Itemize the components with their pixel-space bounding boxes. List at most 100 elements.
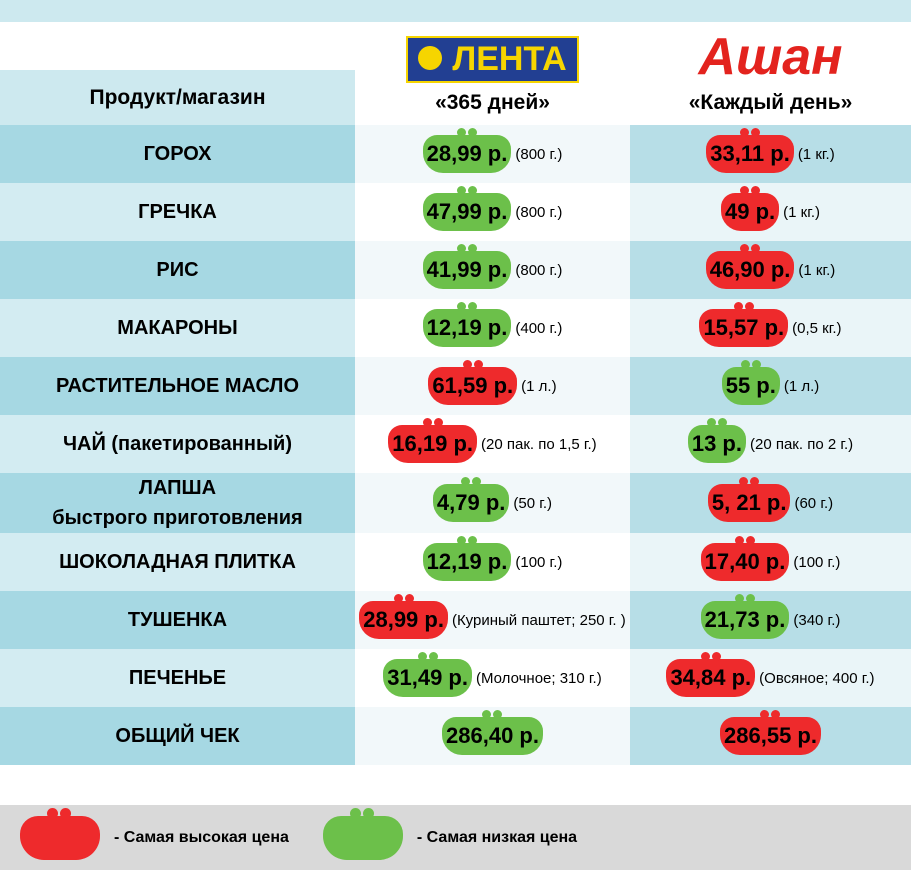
price-cell: 41,99 р. (800 г.) xyxy=(355,241,630,299)
store-program: «Каждый день» xyxy=(688,91,853,114)
price-cell: 31,49 р. (Молочное; 310 г.) xyxy=(355,649,630,707)
price: 41,99 р. xyxy=(422,244,512,289)
price-cell: 47,99 р. (800 г.) xyxy=(355,183,630,241)
price: 12,19 р. xyxy=(422,536,512,581)
price-cell: 15,57 р. (0,5 кг.) xyxy=(630,299,911,357)
table-row: РАСТИТЕЛЬНОЕ МАСЛО 61,59 р. (1 л.) 55 р. (1 … xyxy=(0,357,911,415)
price-cell: 21,73 р. (340 г.) xyxy=(630,591,911,649)
price-cell: 286,40 р. xyxy=(355,707,630,765)
package-note: (1 кг.) xyxy=(798,261,836,279)
product-name: РАСТИТЕЛЬНОЕ МАСЛО xyxy=(0,357,355,415)
store-header: ЛЕНТА «365 дней» xyxy=(355,22,630,125)
product-name: ТУШЕНКА xyxy=(0,591,355,649)
price: 5, 21 р. xyxy=(707,477,791,522)
legend-icon xyxy=(20,807,100,860)
package-note: (800 г.) xyxy=(515,145,563,163)
price-cell: 5, 21 р. (60 г.) xyxy=(630,473,911,533)
price: 46,90 р. xyxy=(705,244,795,289)
legend: - Самая высокая цена - Самая низкая цена xyxy=(0,805,911,870)
price-cell: 4,79 р. (50 г.) xyxy=(355,473,630,533)
price: 4,79 р. xyxy=(432,477,510,522)
table-row: ГОРОХ 28,99 р. (800 г.) 33,11 р. (1 кг.) xyxy=(0,125,911,183)
price-cell: 55 р. (1 л.) xyxy=(630,357,911,415)
legend-text: - Самая низкая цена xyxy=(416,828,578,846)
corner-header: Продукт/магазин xyxy=(0,70,355,125)
package-note: (1 л.) xyxy=(783,377,820,395)
price: 286,40 р. xyxy=(442,710,543,755)
price: 33,11 р. xyxy=(706,128,794,173)
price: 61,59 р. xyxy=(428,360,518,405)
table-row: ОБЩИЙ ЧЕК 286,40 р. 286,55 р. xyxy=(0,707,911,765)
package-note: (Куриный паштет; 250 г. ) xyxy=(451,611,626,629)
package-note: (400 г.) xyxy=(515,319,563,337)
price: 17,40 р. xyxy=(700,536,790,581)
product-name: ОБЩИЙ ЧЕК xyxy=(0,707,355,765)
price: 21,73 р. xyxy=(700,594,790,639)
legend-icon xyxy=(322,807,403,860)
package-note: (Молочное; 310 г.) xyxy=(475,669,602,687)
table: ГОРОХ 28,99 р. (800 г.) 33,11 р. (1 кг.) ГРЕЧ… xyxy=(0,125,911,765)
product-name: МАКАРОНЫ xyxy=(0,299,355,357)
price-cell: 46,90 р. (1 кг.) xyxy=(630,241,911,299)
price-cell: 34,84 р. (Овсяное; 400 г.) xyxy=(630,649,911,707)
store-logo: Ашан xyxy=(698,28,843,86)
price-cell: 286,55 р. xyxy=(630,707,911,765)
price: 34,84 р. xyxy=(666,652,756,697)
package-note: (20 пак. по 1,5 г.) xyxy=(481,435,597,453)
top-band xyxy=(0,0,911,22)
package-note: (60 г.) xyxy=(794,494,834,512)
product-name: РИС xyxy=(0,241,355,299)
product-name: ЧАЙ (пакетированный) xyxy=(0,415,355,473)
price: 31,49 р. xyxy=(383,652,472,697)
product-name: ШОКОЛАДНАЯ ПЛИТКА xyxy=(0,533,355,591)
store-program: «365 дней» xyxy=(435,91,550,114)
price-cell: 33,11 р. (1 кг.) xyxy=(630,125,911,183)
package-note: (800 г.) xyxy=(515,203,563,221)
price: 28,99 р. xyxy=(422,128,512,173)
table-row: ШОКОЛАДНАЯ ПЛИТКА 12,19 р. (100 г.) 17,40 р… xyxy=(0,533,911,591)
price: 49 р. xyxy=(720,186,780,231)
package-note: (100 г.) xyxy=(515,553,563,571)
price: 13 р. xyxy=(687,418,746,463)
package-note: (800 г.) xyxy=(515,261,563,279)
package-note: (Овсяное; 400 г.) xyxy=(759,669,875,687)
price: 12,19 р. xyxy=(422,302,512,347)
table-row: ЛАПША быстрого приготовления 4,79 р. (50 г… xyxy=(0,473,911,533)
package-note: (100 г.) xyxy=(793,553,841,571)
price: 286,55 р. xyxy=(720,710,821,755)
legend-text: - Самая высокая цена xyxy=(114,828,289,846)
price-cell: 12,19 р. (100 г.) xyxy=(355,533,630,591)
store-logo: ЛЕНТА xyxy=(406,36,579,83)
price: 15,57 р. xyxy=(699,302,789,347)
product-name: ЛАПША быстрого приготовления xyxy=(0,473,355,533)
table-row: МАКАРОНЫ 12,19 р. (400 г.) 15,57 р. (0,5 кг.… xyxy=(0,299,911,357)
price-cell: 49 р. (1 кг.) xyxy=(630,183,911,241)
product-name: ГРЕЧКА xyxy=(0,183,355,241)
package-note: (1 л.) xyxy=(521,377,557,395)
price: 16,19 р. xyxy=(388,418,478,463)
store-header: Ашан «Каждый день» xyxy=(630,22,911,125)
table-row: ТУШЕНКА 28,99 р. (Куриный паштет; 250 г. )… xyxy=(0,591,911,649)
price-cell: 28,99 р. (800 г.) xyxy=(355,125,630,183)
table-row: ЧАЙ (пакетированный) 16,19 р. (20 пак. по … xyxy=(0,415,911,473)
price: 55 р. xyxy=(721,360,780,405)
price: 47,99 р. xyxy=(422,186,512,231)
package-note: (0,5 кг.) xyxy=(792,319,842,337)
table-row: ПЕЧЕНЬЕ 31,49 р. (Молочное; 310 г.) 34,84 р… xyxy=(0,649,911,707)
price-cell: 17,40 р. (100 г.) xyxy=(630,533,911,591)
product-name: ПЕЧЕНЬЕ xyxy=(0,649,355,707)
price: 28,99 р. xyxy=(359,594,448,639)
table-row: РИС 41,99 р. (800 г.) 46,90 р. (1 кг.) xyxy=(0,241,911,299)
price-cell: 61,59 р. (1 л.) xyxy=(355,357,630,415)
price-cell: 12,19 р. (400 г.) xyxy=(355,299,630,357)
package-note: (340 г.) xyxy=(793,611,841,629)
package-note: (50 г.) xyxy=(513,494,553,512)
price-cell: 16,19 р. (20 пак. по 1,5 г.) xyxy=(355,415,630,473)
package-note: (20 пак. по 2 г.) xyxy=(749,435,854,453)
table-row: ГРЕЧКА 47,99 р. (800 г.) 49 р. (1 кг.) xyxy=(0,183,911,241)
product-name: ГОРОХ xyxy=(0,125,355,183)
package-note: (1 кг.) xyxy=(783,203,820,221)
price-cell: 13 р. (20 пак. по 2 г.) xyxy=(630,415,911,473)
package-note: (1 кг.) xyxy=(797,145,835,163)
